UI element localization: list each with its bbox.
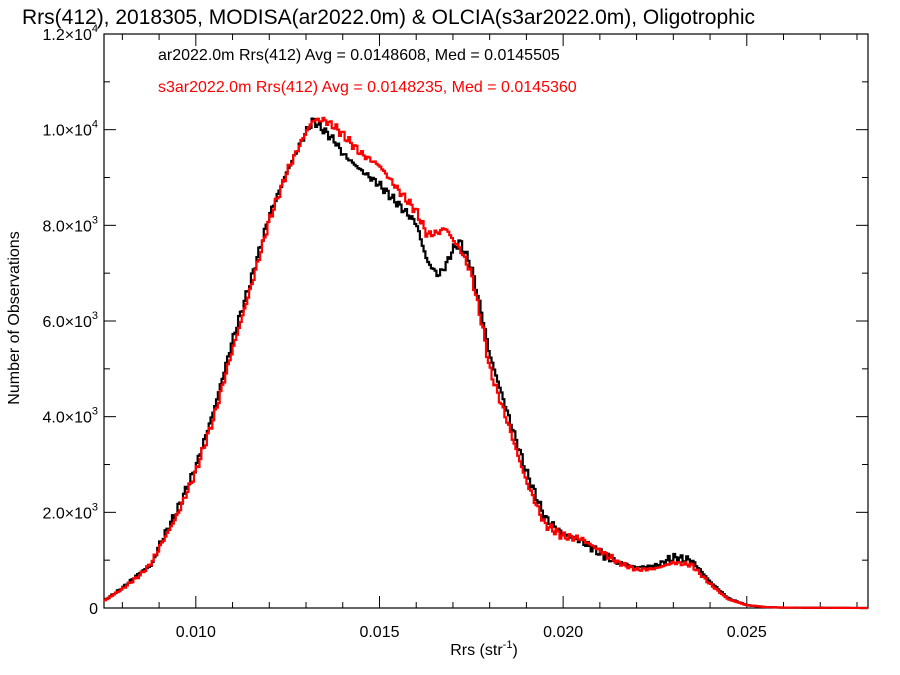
x-tick-label: 0.020 <box>543 624 583 641</box>
plot-area: 0.010 0.015 0.020 0.025 0 2.0×103 4.0×103 6.0×… <box>42 23 869 641</box>
y-tick-label: 4.0×103 <box>42 406 98 427</box>
legend-entry-olcia: s3ar2022.0m Rrs(412) Avg = 0.0148235, Me… <box>158 79 577 96</box>
x-tick-label: 0.010 <box>176 624 216 641</box>
plot-frame <box>103 33 869 609</box>
x-tick-label: 0.025 <box>727 624 767 641</box>
x-axis-label: Rrs (str-1) <box>450 639 518 659</box>
y-axis-label: Number of Observations <box>6 231 23 404</box>
y-tick-label: 6.0×103 <box>42 310 98 331</box>
y-tick-label: 0 <box>89 601 98 618</box>
y-tick-label: 1.2×104 <box>42 23 98 44</box>
legend-entry-modisa: ar2022.0m Rrs(412) Avg = 0.0148608, Med … <box>158 47 560 64</box>
y-tick-label: 8.0×103 <box>42 214 98 235</box>
x-axis: 0.010 0.015 0.020 0.025 <box>121 34 858 641</box>
series-line-modisa <box>104 117 868 610</box>
y-tick-label: 2.0×103 <box>42 501 98 522</box>
series-layer <box>104 116 868 610</box>
series-line-olcia <box>104 116 868 610</box>
x-tick-label: 0.015 <box>359 624 399 641</box>
y-axis: 0 2.0×103 4.0×103 6.0×103 8.0×103 1.0×104 1.2×… <box>42 23 868 618</box>
chart-title: Rrs(412), 2018305, MODISA(ar2022.0m) & O… <box>22 6 755 29</box>
y-tick-label: 1.0×104 <box>42 119 98 140</box>
